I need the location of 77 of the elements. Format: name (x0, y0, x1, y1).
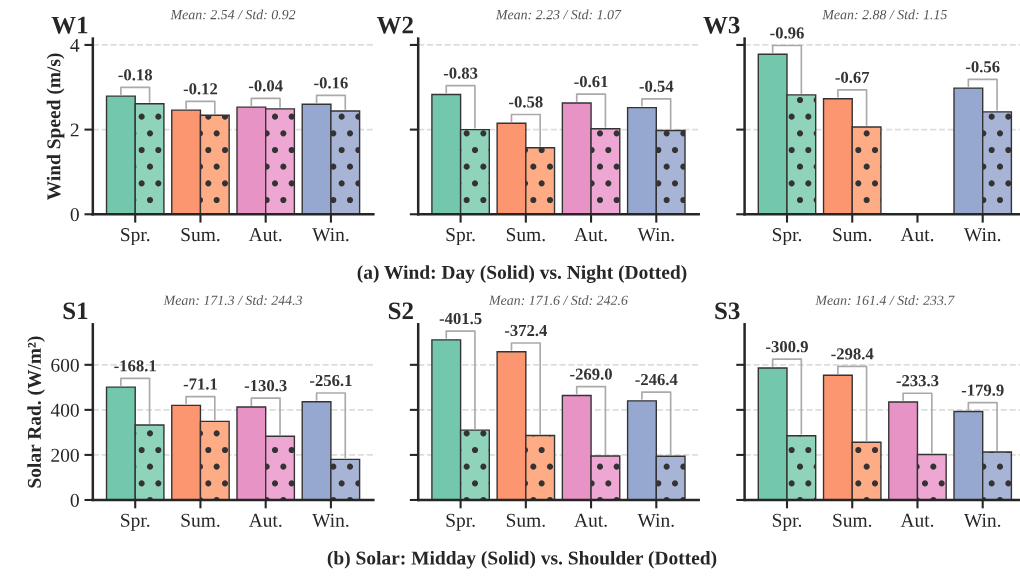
bar (301, 401, 332, 500)
text: S2 (388, 302, 413, 320)
annotation: -0.67 (835, 71, 870, 84)
annotation: -246.4 (635, 373, 678, 386)
text: W3 (703, 16, 740, 34)
annotation: -298.4 (831, 348, 874, 360)
chart-title: Mean: 161.4 / Std: 233.7 (815, 295, 955, 306)
x-tick-label: Spr. (772, 228, 802, 246)
chart-title: Mean: 171.3 / Std: 244.3 (163, 295, 303, 306)
x-axis-title: (b) Solar: Midday (Solid) vs. Shoulder (Dotted) (327, 550, 717, 569)
x-tick-label: Aut. (900, 228, 934, 242)
x-tick-label: Win. (963, 513, 1001, 527)
y-axis-title: Solar Rad. (W/m²) (27, 336, 45, 488)
bar (171, 109, 202, 215)
annotation: -372.4 (504, 324, 548, 337)
y-tick-label: 400 (50, 403, 79, 417)
annotation: -130.3 (244, 380, 287, 392)
annotation: -71.1 (183, 378, 217, 390)
bar (888, 401, 919, 500)
text: W1 (51, 16, 88, 34)
x-tick-label: Sum. (833, 228, 872, 242)
bar (171, 404, 202, 500)
annotation: -0.56 (965, 61, 1000, 73)
chart-title: Mean: 2.88 / Std: 1.15 (822, 9, 947, 20)
x-tick-label: Win. (963, 228, 1001, 242)
y-axis-title: Wind Speed (m/s) (46, 53, 65, 200)
annotation: -0.96 (770, 27, 804, 39)
x-tick-label: Aut. (248, 228, 282, 242)
bar (626, 106, 657, 215)
text: S1 (63, 302, 88, 320)
annotation: -401.5 (439, 312, 482, 325)
x-tick-label: Sum. (181, 228, 220, 242)
y-tick-label: 600 (51, 358, 79, 372)
x-tick-label: Spr. (121, 513, 150, 531)
annotation: -179.9 (961, 384, 1004, 396)
x-tick-label: Win. (637, 228, 674, 242)
bar (822, 374, 853, 500)
x-tick-label: Spr. (772, 513, 802, 531)
x-tick-label: Win. (637, 513, 674, 527)
x-tick-label: Win. (312, 228, 349, 242)
y-tick-label: 4 (70, 38, 80, 52)
x-tick-label: Spr. (121, 228, 150, 246)
chart-title: Mean: 2.23 / Std: 1.07 (495, 9, 622, 20)
x-tick-label: Aut. (574, 513, 607, 527)
x-tick-label: Sum. (506, 513, 545, 527)
x-tick-label: Sum. (181, 513, 220, 527)
annotation: -0.54 (639, 80, 674, 92)
x-tick-label: Sum. (833, 513, 872, 527)
x-tick-label: Win. (312, 513, 349, 527)
annotation: -0.04 (248, 80, 283, 92)
x-tick-label: Aut. (574, 228, 607, 242)
annotation: -0.61 (574, 76, 608, 88)
annotation: -0.12 (183, 83, 218, 95)
x-tick-label: Aut. (248, 513, 282, 527)
text: S3 (715, 302, 740, 320)
annotation: -0.83 (443, 67, 478, 79)
y-tick-label: 200 (51, 448, 79, 462)
x-tick-label: Spr. (446, 228, 475, 246)
annotation: -269.0 (570, 368, 612, 380)
annotation: -256.1 (310, 374, 352, 387)
y-tick-label: 0 (70, 493, 79, 507)
annotation: -0.18 (118, 69, 153, 81)
annotation: -0.16 (314, 77, 348, 89)
x-tick-label: Aut. (900, 513, 934, 527)
chart-title: Mean: 2.54 / Std: 0.92 (170, 9, 296, 20)
x-axis-title: (a) Wind: Day (Solid) vs. Night (Dotted) (357, 265, 687, 283)
bar (626, 400, 657, 500)
chart-title: Mean: 171.6 / Std: 242.6 (488, 295, 628, 306)
y-tick-label: 2 (70, 123, 79, 137)
annotation: -300.9 (766, 341, 808, 353)
annotation: -0.58 (509, 96, 543, 108)
y-tick-label: 0 (70, 208, 79, 222)
x-tick-label: Sum. (506, 228, 545, 242)
x-tick-label: Spr. (446, 513, 475, 531)
text: W2 (376, 16, 413, 34)
annotation: -168.1 (114, 360, 156, 372)
annotation: -233.3 (896, 375, 939, 387)
